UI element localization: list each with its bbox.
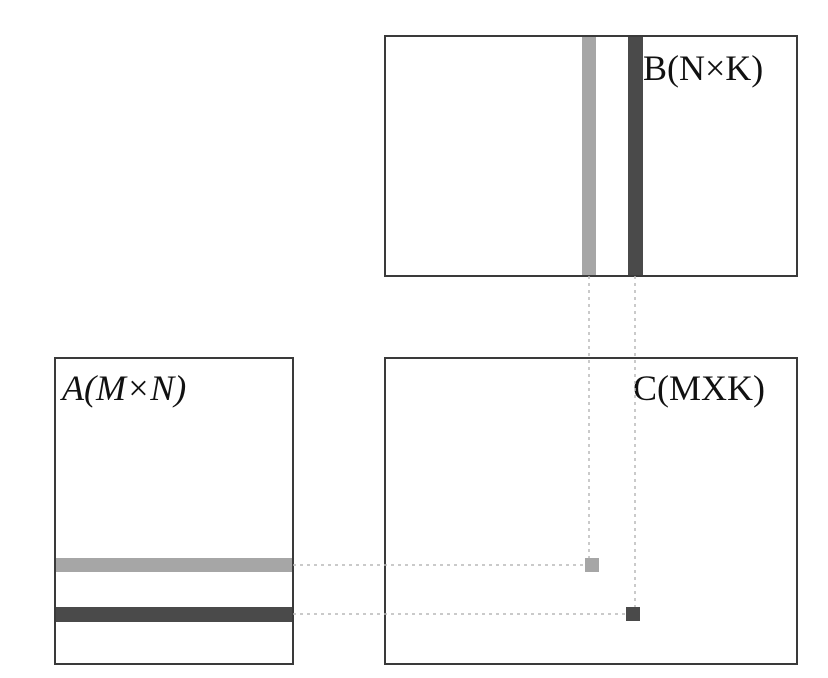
matrix-c: C(MXK) bbox=[384, 357, 798, 665]
matrix-b: B(N×K) bbox=[384, 35, 798, 277]
matrix-a-dark-row bbox=[56, 607, 292, 622]
matrix-c-box bbox=[384, 357, 798, 665]
matrix-c-dark-cell bbox=[626, 607, 640, 621]
matrix-b-label: B(N×K) bbox=[643, 48, 763, 88]
guide-lines bbox=[293, 276, 636, 615]
matrix-b-dark-column bbox=[628, 37, 643, 275]
matrix-c-label: C(MXK) bbox=[633, 368, 765, 408]
matrix-a-label: A(M×N) bbox=[60, 368, 186, 408]
matrix-b-light-column bbox=[582, 37, 596, 275]
matrix-a: A(M×N) bbox=[54, 357, 294, 665]
matrix-a-light-row bbox=[56, 558, 292, 572]
matrix-c-light-cell bbox=[585, 558, 599, 572]
